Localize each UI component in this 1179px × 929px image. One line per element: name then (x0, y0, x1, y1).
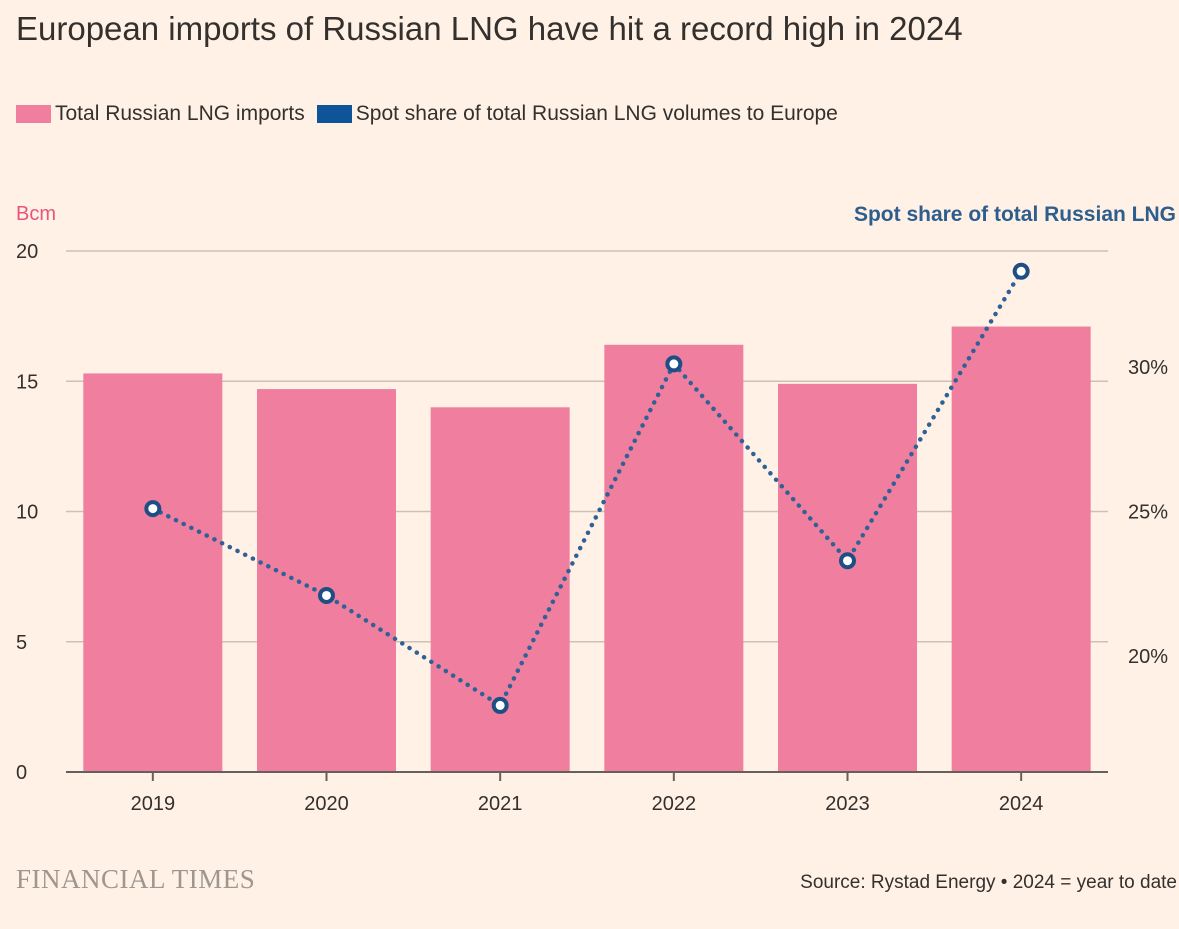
legend: Total Russian LNG imports Spot share of … (16, 102, 850, 126)
bar-2019 (83, 373, 223, 772)
legend-swatch-line (316, 105, 352, 123)
bar-2024 (951, 326, 1091, 772)
left-axis-title: Bcm (16, 203, 56, 225)
ft-brand-logo: FINANCIAL TIMES (16, 864, 256, 894)
spot-share-point-2024 (1012, 262, 1030, 280)
legend-swatch-bars (16, 105, 51, 123)
bar-2020 (257, 389, 396, 772)
y-left-tick-label: 20 (16, 241, 38, 263)
legend-label-bars: Total Russian LNG imports (55, 102, 305, 125)
y-right-tick-label: 20% (1128, 646, 1168, 668)
y-right-tick-label: 30% (1128, 357, 1168, 379)
chart-area: Bcm Spot share of total Russian LNG 0 5 10 15… (16, 203, 1176, 815)
y-left-tick-label: 15 (16, 371, 38, 393)
spot-share-point-2019 (144, 500, 162, 518)
x-tick-label-2021: 2021 (478, 793, 523, 815)
x-tick-label-2024: 2024 (999, 793, 1044, 815)
bar-2021 (430, 407, 570, 772)
legend-item-line: Spot share of total Russian LNG volumes … (316, 102, 838, 126)
right-axis-title: Spot share of total Russian LNG (854, 203, 1176, 226)
spot-share-point-2021 (491, 696, 509, 714)
x-tick-label-2023: 2023 (825, 793, 870, 815)
spot-share-point-2020 (318, 586, 335, 604)
spot-share-point-2023 (839, 552, 856, 570)
legend-item-bars: Total Russian LNG imports (16, 102, 305, 126)
y-left-tick-label: 0 (16, 762, 27, 784)
chart-title: European imports of Russian LNG have hit… (16, 10, 963, 47)
bar-2022 (604, 344, 744, 772)
y-left-tick-label: 5 (16, 632, 27, 654)
bar-2023 (778, 383, 917, 772)
y-left-tick-label: 10 (16, 502, 38, 524)
spot-share-line (150, 269, 1024, 709)
y-right-tick-label: 25% (1128, 502, 1168, 524)
legend-label-line: Spot share of total Russian LNG volumes … (355, 102, 838, 125)
x-tick-label-2022: 2022 (652, 793, 697, 815)
source-note: Source: Rystad Energy • 2024 = year to d… (800, 872, 1177, 893)
x-tick-label-2019: 2019 (131, 793, 176, 815)
x-tick-label-2020: 2020 (304, 793, 349, 815)
spot-share-point-2022 (665, 355, 683, 373)
